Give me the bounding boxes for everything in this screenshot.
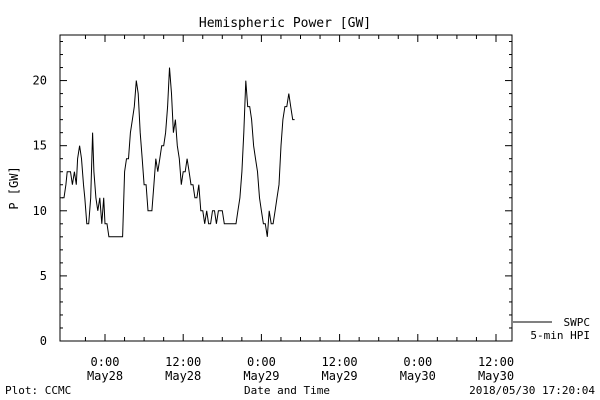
plot-frame: [59, 34, 513, 342]
x-tick-label-time: 0:00: [403, 355, 432, 369]
x-tick-label-date: May30: [400, 369, 436, 383]
x-tick-label-date: May29: [322, 369, 358, 383]
plot-timestamp: 2018/05/30 17:20:04: [469, 384, 595, 397]
x-tick-label-date: May28: [165, 369, 201, 383]
y-tick-label: 10: [33, 204, 47, 218]
series-line: [62, 67, 295, 238]
plot-credit: Plot: CCMC: [5, 384, 71, 397]
y-tick-label: 20: [33, 74, 47, 88]
chart-title: Hemispheric Power [GW]: [199, 16, 371, 31]
x-tick-label-date: May29: [243, 369, 279, 383]
x-tick-label-date: May30: [478, 369, 514, 383]
legend-label-line1: SWPC: [564, 316, 591, 329]
y-tick-label: 0: [40, 334, 47, 348]
y-tick-label: 5: [40, 269, 47, 283]
x-tick-label-date: May28: [87, 369, 123, 383]
y-tick-label: 15: [33, 139, 47, 153]
x-tick-label-time: 0:00: [91, 355, 120, 369]
x-tick-label-time: 0:00: [247, 355, 276, 369]
y-axis-label: P [GW]: [7, 166, 21, 209]
x-tick-label-time: 12:00: [165, 355, 201, 369]
x-axis-label: Date and Time: [244, 384, 330, 397]
x-tick-label-time: 12:00: [322, 355, 358, 369]
y-axis-ticks: 0 5 10 15 20: [33, 41, 512, 348]
plot-border: [59, 34, 513, 342]
x-tick-label-time: 12:00: [478, 355, 514, 369]
legend: SWPC 5-min HPI: [513, 316, 590, 342]
x-axis-ticks: 0:00May2812:00May280:00May2912:00May290:…: [84, 35, 514, 383]
legend-label-line2: 5-min HPI: [530, 329, 590, 342]
series-layer: [62, 67, 295, 238]
